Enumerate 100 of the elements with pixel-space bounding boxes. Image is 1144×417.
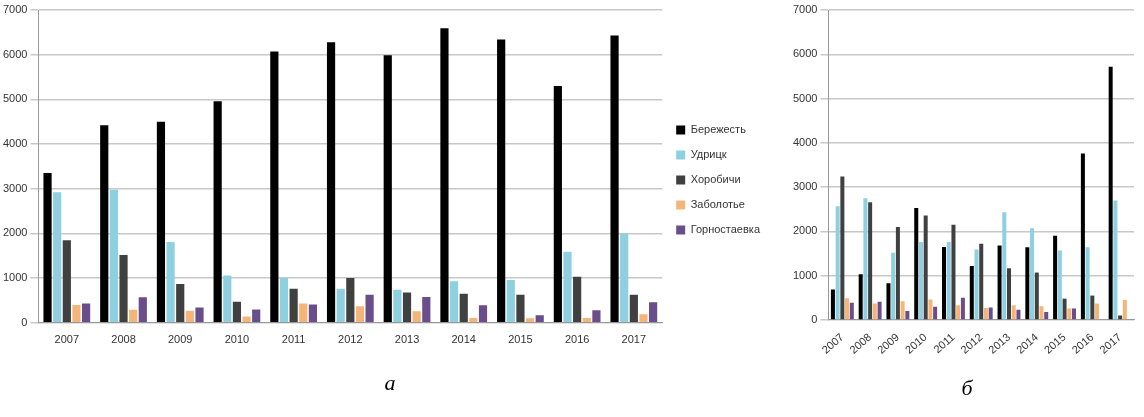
bar [983,307,988,320]
bar [858,274,863,320]
bar [923,215,928,320]
bar [82,303,91,323]
y-tick-label: 4000 [2,137,28,150]
bar [877,301,882,320]
text: б [960,375,974,401]
bar [43,173,52,323]
bar [1080,153,1085,320]
bar [582,317,591,323]
bar [933,306,938,320]
bar [336,288,345,323]
bar [393,289,402,323]
y-tick-label: 6000 [792,47,818,60]
y-tick-label: 2000 [2,226,28,239]
bar [900,301,905,320]
y-tick-label: 4000 [792,135,818,148]
bar [942,246,947,320]
bar [346,278,355,323]
bar [1072,308,1077,320]
bar [979,243,984,320]
x-tick-label: 2014 [451,333,476,346]
bar [863,198,868,320]
bar [960,297,965,320]
bar [649,302,658,323]
bar [928,299,933,320]
bar [592,310,601,323]
bar [469,317,478,323]
legend-label: Горностаевка [690,223,761,236]
x-tick-label: 2015 [508,333,533,346]
y-tick-label: 3000 [2,181,28,194]
y-tick-label: 3000 [792,180,818,193]
bar [1044,311,1049,320]
bar [956,305,961,320]
bar [119,254,128,323]
bar [830,289,835,320]
bar [355,306,365,323]
bar [997,245,1002,320]
bar [895,226,900,320]
bar [845,298,850,320]
bar [868,202,873,320]
bar [849,302,854,320]
y-tick-label: 7000 [792,3,818,16]
text: а [383,370,397,396]
bar [166,241,175,323]
bar [905,311,910,320]
bar [573,276,582,323]
y-tick-label: 0 [811,312,818,325]
y-tick-label: 2000 [792,224,818,237]
y-tick-label: 1000 [792,268,818,281]
bar [299,303,308,323]
x-tick-label: 2008 [111,333,136,346]
bar [252,309,261,323]
x-tick-label: 2009 [167,333,193,346]
bar [988,307,993,320]
bar [223,275,232,323]
bar [535,315,544,323]
bar [1057,250,1062,320]
bar [270,51,279,323]
bar [620,233,629,323]
bar [969,265,974,320]
bar [525,318,535,323]
bar [440,28,449,323]
bar [138,297,147,323]
legend-label: Хоробичи [690,173,741,186]
bar [308,304,317,323]
bar [1062,298,1067,320]
bar [365,294,374,323]
bar [886,283,891,320]
x-tick-label: 2013 [394,333,420,346]
bar [506,279,515,323]
bar [213,101,222,323]
legend-label: Заболотье [690,198,745,211]
bar [1067,308,1072,320]
bar [1108,66,1113,320]
bar [1002,212,1007,320]
bar [918,242,923,320]
bar [1034,272,1039,320]
bar [516,294,525,323]
bar [109,189,118,323]
bar [563,251,572,323]
bar [1053,235,1058,320]
bar [840,176,845,320]
bar [946,242,951,320]
bar [176,283,185,323]
bar [53,192,62,323]
bar [1090,295,1095,320]
bar [1025,247,1030,320]
bar [835,206,840,320]
bar [891,252,896,320]
y-tick-label: 5000 [2,92,28,105]
bar [62,240,71,323]
bar [422,296,431,323]
bar [639,314,648,323]
bar [478,305,488,323]
bar [1122,300,1127,320]
bar [450,281,459,323]
x-tick-label: 2010 [224,333,250,346]
bar [100,125,109,323]
bar [1039,306,1044,320]
